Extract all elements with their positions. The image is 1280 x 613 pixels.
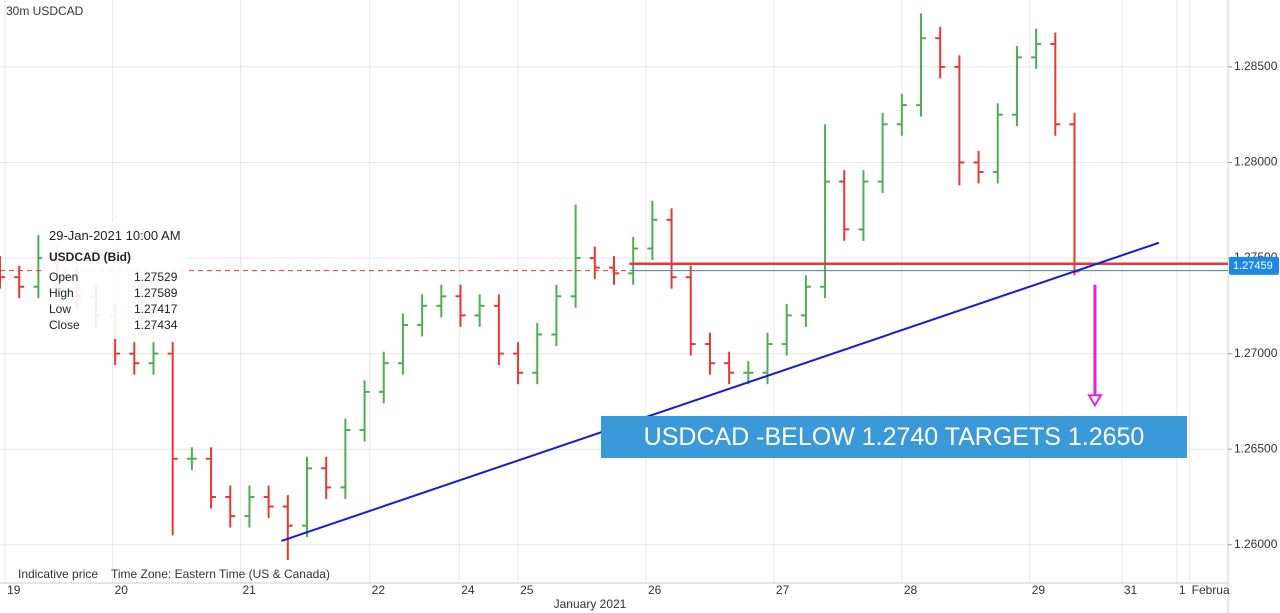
time-zone: Time Zone: Eastern Time (US & Canada) xyxy=(111,567,330,581)
x-tick-label: 31 xyxy=(1124,583,1138,597)
trendline xyxy=(281,241,1160,542)
arrow-head xyxy=(1087,394,1103,408)
x-tick-label: 19 xyxy=(7,583,21,597)
annotation: USDCAD -BELOW 1.2740 TARGETS 1.2650 xyxy=(601,416,1187,458)
y-tick-label: 1.26000 xyxy=(1234,537,1278,551)
x-tick-label: 29 xyxy=(1032,583,1046,597)
price-tag xyxy=(1229,256,1279,275)
y-tick-label: 1.27000 xyxy=(1234,346,1278,360)
y-tick-label: 1.26500 xyxy=(1234,441,1278,455)
x-axis-label: January 2021 xyxy=(554,597,627,611)
info-value: 1.27589 xyxy=(134,286,178,300)
info-value: 1.27434 xyxy=(134,318,178,332)
info-symbol: USDCAD (Bid) xyxy=(49,250,131,264)
x-tick-label: Februa xyxy=(1192,583,1230,597)
info-label: Low xyxy=(49,302,72,316)
x-tick-label: 22 xyxy=(372,583,386,597)
y-tick-label: 1.28500 xyxy=(1234,59,1278,73)
info-label: High xyxy=(49,286,74,300)
y-axis-band xyxy=(1228,0,1280,613)
chart-title: 30m USDCAD xyxy=(6,4,84,18)
price-note: Indicative price xyxy=(18,567,98,581)
x-tick-label: 24 xyxy=(461,583,475,597)
x-tick-label: 28 xyxy=(904,583,918,597)
info-box: 29-Jan-2021 10:00 AM USDCAD (Bid) Open 1.… xyxy=(42,222,188,339)
x-tick-label: 26 xyxy=(648,583,662,597)
info-value: 1.27417 xyxy=(134,302,178,316)
info-label: Open xyxy=(49,270,79,284)
y-tick-label: 1.28000 xyxy=(1234,155,1278,169)
info-label: Close xyxy=(49,318,80,332)
info-time: 29-Jan-2021 10:00 AM xyxy=(49,228,181,243)
x-tick-label: 27 xyxy=(776,583,790,597)
x-tick-label: 1 xyxy=(1179,583,1186,597)
x-tick-label: 20 xyxy=(115,583,129,597)
info-value: 1.27529 xyxy=(134,270,178,284)
x-tick-label: 21 xyxy=(242,583,256,597)
price-tag-label: 1.27459 xyxy=(1233,260,1273,272)
x-tick-label: 25 xyxy=(520,583,534,597)
